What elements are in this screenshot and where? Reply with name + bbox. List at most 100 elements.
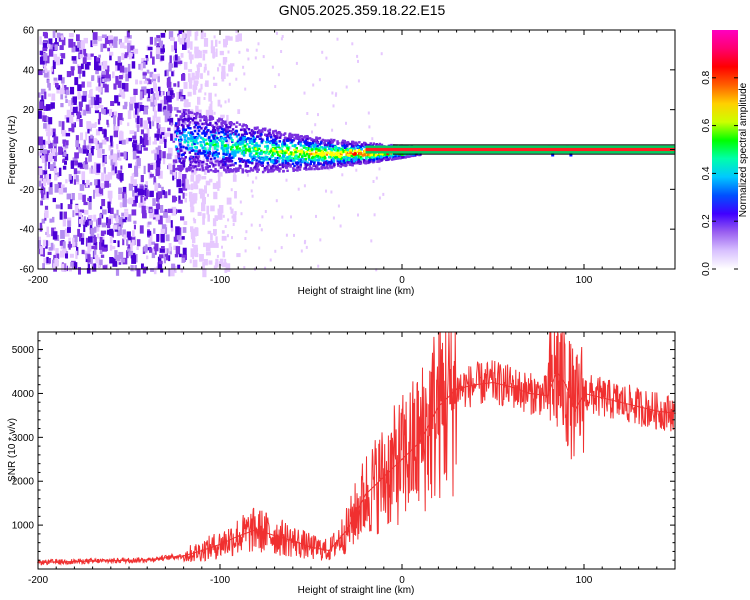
signal-cell xyxy=(199,160,202,163)
noise-cell xyxy=(168,189,171,196)
noise-cell xyxy=(126,250,129,259)
signal-cell xyxy=(179,135,182,139)
noise-cell xyxy=(72,106,78,114)
noise-cell xyxy=(58,37,63,42)
signal-cell xyxy=(229,145,233,149)
noise-cell xyxy=(133,172,139,177)
signal-cell xyxy=(341,164,344,167)
noise-cell xyxy=(156,198,159,202)
signal-cell xyxy=(269,170,272,173)
noise-cell xyxy=(173,41,177,51)
noise-cell xyxy=(94,56,97,65)
noise-cell xyxy=(82,57,87,64)
noise-cell xyxy=(135,188,140,192)
signal-cell xyxy=(292,159,295,162)
colorbar-tick-label: 0.8 xyxy=(701,70,712,84)
signal-cell xyxy=(188,121,192,124)
noise-cell xyxy=(150,51,153,59)
noise-cell xyxy=(160,268,164,273)
noise-cell xyxy=(128,197,134,205)
signal-cell xyxy=(323,141,326,145)
signal-cell xyxy=(258,152,262,156)
signal-cell xyxy=(236,151,240,154)
noise-cell xyxy=(136,158,141,166)
signal-cell xyxy=(346,156,350,160)
noise-cell xyxy=(295,61,298,65)
noise-cell xyxy=(166,94,172,103)
noise-cell xyxy=(213,231,217,236)
signal-cell xyxy=(243,140,246,144)
signal-cell xyxy=(398,156,402,160)
signal-cell xyxy=(261,127,265,131)
noise-cell xyxy=(204,63,207,67)
signal-cell xyxy=(241,138,244,142)
noise-cell xyxy=(155,162,161,170)
signal-cell xyxy=(231,139,234,142)
noise-cell xyxy=(47,123,51,133)
signal-cell xyxy=(210,133,213,137)
signal-cell xyxy=(220,127,224,131)
signal-cell xyxy=(204,132,208,136)
noise-cell xyxy=(60,35,64,40)
signal-cell xyxy=(252,132,255,135)
noise-cell xyxy=(172,195,176,203)
noise-cell xyxy=(174,154,179,160)
signal-cell xyxy=(273,162,276,165)
snr-point xyxy=(110,559,112,562)
signal-cell xyxy=(243,136,247,140)
signal-cell xyxy=(323,157,326,160)
signal-cell xyxy=(225,170,228,174)
noise-cell xyxy=(86,121,91,129)
noise-cell xyxy=(174,196,178,202)
noise-cell xyxy=(169,169,174,175)
signal-cell xyxy=(179,143,182,146)
snr-point xyxy=(528,392,531,395)
noise-cell xyxy=(121,258,126,263)
signal-cell xyxy=(243,144,247,148)
signal-cell xyxy=(369,142,372,145)
signal-cell xyxy=(260,157,264,161)
signal-cell xyxy=(280,148,283,151)
noise-cell xyxy=(45,140,50,145)
noise-cell xyxy=(201,197,206,205)
signal-cell xyxy=(279,167,282,170)
noise-cell xyxy=(55,83,59,88)
noise-cell xyxy=(189,56,192,64)
noise-cell xyxy=(48,258,51,264)
noise-cell xyxy=(53,168,58,173)
noise-cell xyxy=(178,171,182,181)
noise-cell xyxy=(98,111,101,121)
noise-cell xyxy=(367,111,370,115)
noise-cell xyxy=(106,223,111,229)
signal-cell xyxy=(252,156,256,159)
noise-cell xyxy=(161,186,164,192)
signal-cell xyxy=(178,139,182,143)
signal-cell xyxy=(270,135,273,139)
signal-cell xyxy=(374,155,377,159)
signal-cell xyxy=(226,157,230,160)
signal-cell xyxy=(182,145,185,149)
signal-cell xyxy=(226,150,229,154)
signal-cell xyxy=(251,140,255,144)
noise-cell xyxy=(161,224,167,230)
signal-cell xyxy=(205,162,208,166)
noise-cell xyxy=(82,177,85,186)
signal-cell xyxy=(201,122,204,126)
signal-cell xyxy=(260,152,263,156)
noise-cell xyxy=(101,70,107,75)
signal-cell xyxy=(231,148,235,152)
signal-cell xyxy=(188,111,192,114)
noise-cell xyxy=(233,219,236,223)
signal-cell xyxy=(189,133,192,137)
noise-cell xyxy=(45,150,50,156)
noise-cell xyxy=(175,54,178,61)
noise-cell xyxy=(177,264,181,270)
noise-cell xyxy=(43,53,48,61)
noise-cell xyxy=(39,222,43,232)
signal-cell xyxy=(191,169,194,173)
noise-cell xyxy=(184,114,187,122)
signal-cell xyxy=(226,134,229,137)
noise-cell xyxy=(126,30,130,38)
noise-cell xyxy=(210,101,213,104)
noise-cell xyxy=(208,92,212,102)
